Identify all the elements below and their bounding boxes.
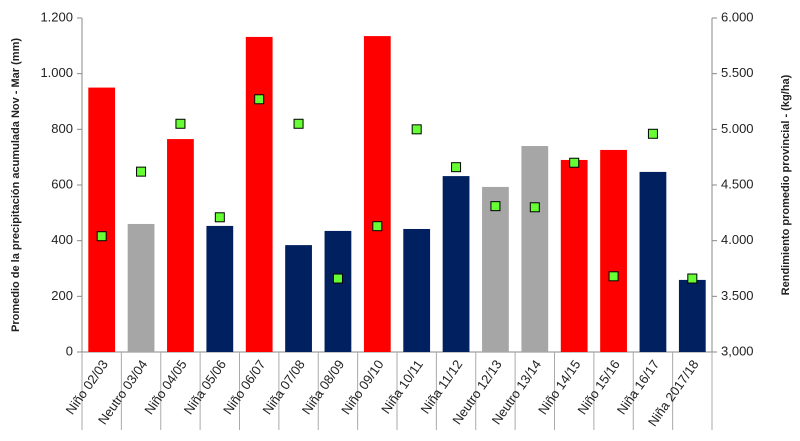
- marker: [529, 202, 540, 213]
- bar: [88, 87, 116, 352]
- marker: [411, 124, 422, 135]
- y-tick-label: 800: [51, 121, 73, 136]
- bar: [560, 159, 588, 352]
- y-tick-label: 200: [51, 288, 73, 303]
- bar: [324, 230, 352, 352]
- y2-tick-label: 3.500: [721, 288, 754, 303]
- bar: [403, 228, 431, 352]
- bar: [363, 36, 391, 352]
- bar: [285, 245, 312, 352]
- y2-tick-label: 4.000: [721, 232, 754, 247]
- marker: [687, 273, 698, 284]
- bar: [639, 171, 667, 352]
- y2-axis-title: Rendimiento promedio provincial - (kg/ha…: [780, 74, 792, 295]
- marker: [214, 212, 225, 223]
- marker: [608, 271, 619, 282]
- bar: [442, 176, 470, 352]
- y2-tick-label: 6.000: [721, 9, 754, 24]
- marker: [647, 128, 658, 139]
- marker: [451, 162, 462, 173]
- y2-tick-label: 5.500: [721, 65, 754, 80]
- y-tick-label: 400: [51, 232, 73, 247]
- marker: [293, 118, 304, 129]
- marker: [254, 94, 265, 105]
- marker: [372, 221, 383, 232]
- bar: [600, 149, 627, 352]
- y-tick-label: 0: [66, 343, 73, 358]
- marker: [175, 118, 186, 129]
- marker: [96, 231, 107, 242]
- bar: [167, 139, 194, 352]
- y2-tick-label: 4.500: [721, 176, 754, 191]
- marker: [490, 201, 501, 212]
- bar: [206, 225, 234, 352]
- marker: [569, 157, 580, 168]
- y-tick-label: 1.200: [40, 9, 73, 24]
- bar: [127, 223, 155, 352]
- marker: [332, 273, 343, 284]
- bar: [521, 146, 549, 352]
- marker: [136, 166, 147, 177]
- bar: [482, 186, 509, 352]
- y-tick-label: 600: [51, 176, 73, 191]
- y-axis-title: Promedio de la precipitación acumulada N…: [10, 38, 22, 332]
- bar: [245, 36, 273, 352]
- y2-tick-label: 3,000: [721, 343, 754, 358]
- y-tick-label: 1.000: [40, 65, 73, 80]
- y2-tick-label: 5.000: [721, 121, 754, 136]
- bar: [678, 279, 706, 352]
